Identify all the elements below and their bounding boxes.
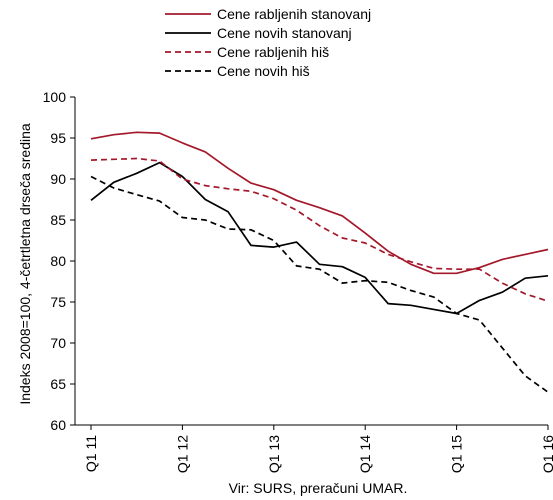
legend-item: Cene novih hiš	[165, 63, 310, 79]
legend-label: Cene rabljenih stanovanj	[217, 6, 371, 22]
y-tick-label: 75	[50, 294, 66, 310]
series-line-4	[90, 175, 549, 393]
y-tick-label: 70	[50, 335, 66, 351]
y-tick-label: 90	[50, 171, 66, 187]
series-line-3	[90, 157, 549, 303]
plot-frame	[74, 97, 548, 426]
legend-item: Cene rabljenih stanovanj	[165, 6, 371, 22]
y-tick-label: 65	[50, 376, 66, 392]
series-line-1	[90, 131, 549, 275]
legend-label: Cene novih stanovanj	[217, 25, 352, 41]
y-axis: 60 65 70 75 80 85 90 95 100	[43, 89, 75, 433]
x-tick-label: Q1 13	[266, 435, 282, 473]
legend-item: Cene rabljenih hiš	[165, 44, 329, 60]
y-tick-label: 80	[50, 253, 66, 269]
legend-label: Cene novih hiš	[217, 63, 310, 79]
y-tick-label: 85	[50, 212, 66, 228]
y-axis-title: Indeks 2008=100, 4-četrtletna drseča sre…	[17, 123, 33, 405]
legend: Cene rabljenih stanovanj Cene novih stano…	[165, 6, 371, 79]
x-tick-label: Q1 16	[540, 435, 553, 473]
series-line-2	[90, 161, 549, 315]
source-note: Vir: SURS, preračuni UMAR.	[229, 480, 408, 496]
y-tick-label: 100	[43, 89, 67, 105]
x-tick-label: Q1 11	[83, 435, 99, 472]
legend-item: Cene novih stanovanj	[165, 25, 352, 41]
legend-label: Cene rabljenih hiš	[217, 44, 329, 60]
x-tick-label: Q1 14	[357, 435, 373, 473]
series-lines	[90, 131, 549, 393]
x-tick-label: Q1 15	[449, 435, 465, 473]
y-tick-label: 95	[50, 130, 66, 146]
x-axis: Q1 11 Q1 12 Q1 13 Q1 14 Q1 15 Q1 16	[83, 425, 553, 473]
y-tick-label: 60	[50, 417, 66, 433]
x-tick-label: Q1 12	[174, 435, 190, 473]
